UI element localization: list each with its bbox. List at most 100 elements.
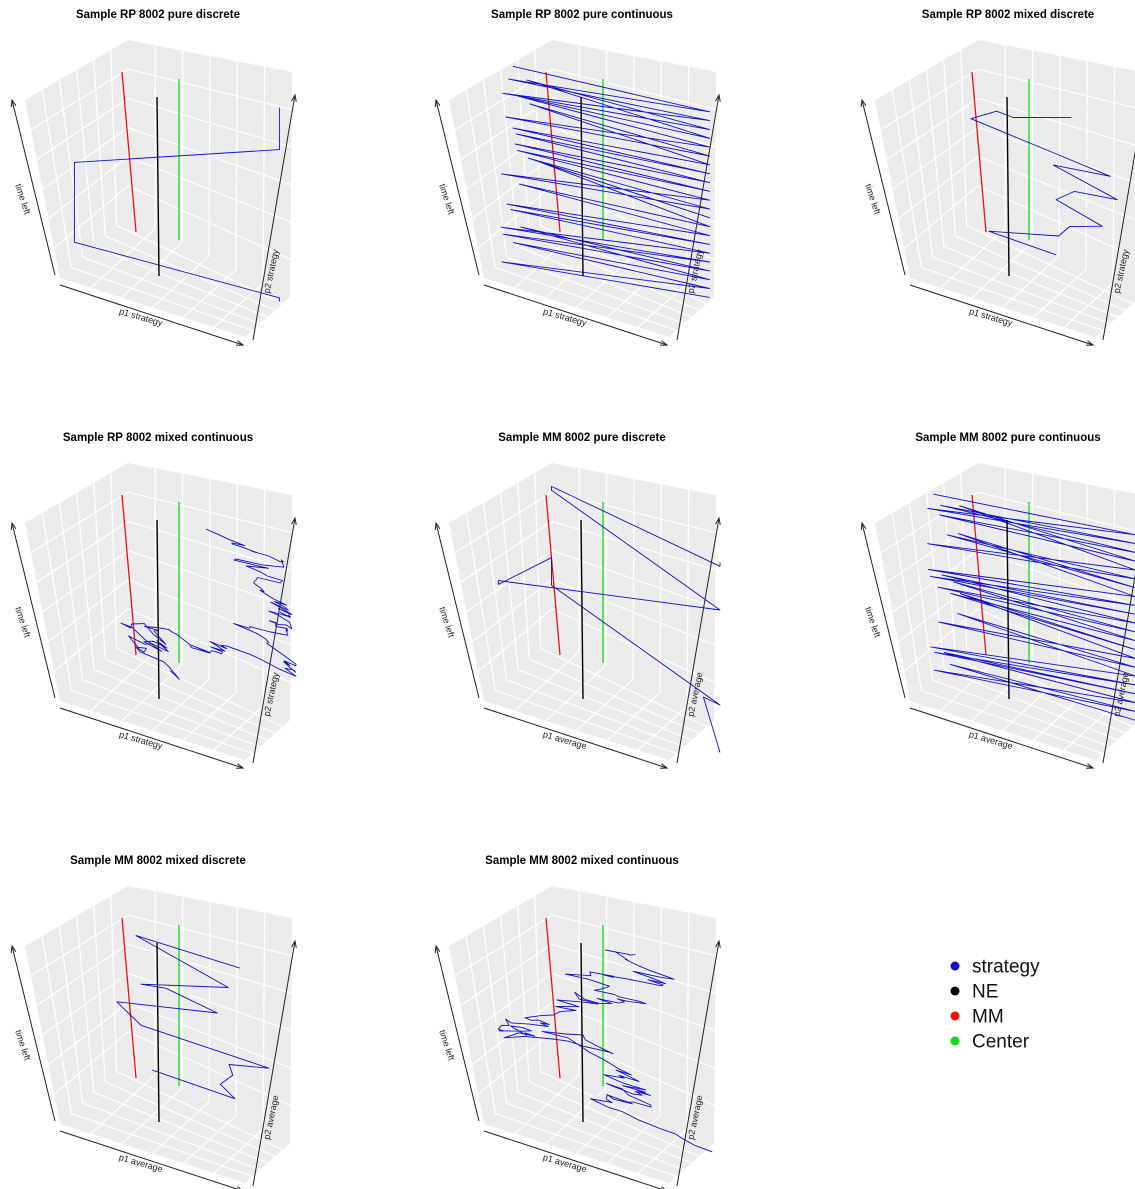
x-axis-label: p1 average xyxy=(542,1152,588,1174)
z-axis xyxy=(861,522,906,699)
panel-2: Sample RP 8002 pure continuous p1 strateg… xyxy=(434,9,721,346)
x-axis xyxy=(483,284,668,346)
gridlines xyxy=(30,45,292,331)
axes xyxy=(434,516,721,769)
panel-title: Sample RP 8002 pure discrete xyxy=(76,9,240,21)
legend-label: Center xyxy=(972,1032,1030,1053)
legend-label: NE xyxy=(972,982,998,1003)
axes xyxy=(10,93,297,346)
gridlines xyxy=(454,468,716,754)
x-axis xyxy=(59,1130,239,1189)
strategy-path xyxy=(497,485,721,753)
panel-title: Sample RP 8002 pure continuous xyxy=(491,9,673,21)
mm-line xyxy=(545,71,561,233)
x-axis xyxy=(909,284,1094,346)
panel-4: Sample RP 8002 mixed continuous p1 strate… xyxy=(10,432,297,769)
ne-line xyxy=(1006,519,1010,700)
z-axis xyxy=(11,99,56,276)
legend-label: strategy xyxy=(972,957,1040,978)
floor xyxy=(910,215,1135,337)
panel-6: Sample MM 8002 pure continuous p1 average… xyxy=(860,432,1135,769)
axes xyxy=(434,939,721,1189)
left-wall xyxy=(449,463,552,701)
z-axis-label: time left xyxy=(13,183,32,217)
left-wall xyxy=(25,463,128,701)
legend-item-center: Center xyxy=(950,1032,1030,1053)
mm-line xyxy=(121,917,137,1079)
x-axis-label: p1 strategy xyxy=(542,306,588,328)
axes xyxy=(860,521,1135,769)
z-axis xyxy=(435,945,480,1122)
y-axis xyxy=(1102,573,1135,764)
left-wall xyxy=(875,463,978,701)
ne-line xyxy=(156,519,160,700)
x-axis-label: p1 strategy xyxy=(118,306,164,328)
strategy-path xyxy=(927,493,1135,721)
left-wall xyxy=(25,40,128,278)
x-axis-label: p1 average xyxy=(118,1152,164,1174)
legend-dot xyxy=(950,1011,960,1021)
strategy-path xyxy=(970,110,1118,256)
panel-title: Sample MM 8002 mixed discrete xyxy=(70,855,246,867)
legend-label: MM xyxy=(972,1007,1004,1028)
z-axis-label: time left xyxy=(13,1029,32,1063)
z-axis xyxy=(435,522,480,699)
floor xyxy=(60,638,290,760)
x-axis-label: p1 strategy xyxy=(118,729,164,751)
floor xyxy=(484,638,714,760)
z-axis xyxy=(11,522,56,699)
mm-line xyxy=(971,71,987,233)
panel-title: Sample MM 8002 pure discrete xyxy=(498,432,665,444)
x-axis xyxy=(59,707,244,769)
mm-line xyxy=(545,917,561,1079)
z-axis xyxy=(435,99,480,276)
legend-item-strategy: strategy xyxy=(950,957,1040,978)
x-axis xyxy=(59,284,244,346)
strategy-path xyxy=(73,107,280,302)
gridlines xyxy=(30,891,292,1177)
x-axis xyxy=(909,707,1094,769)
axes xyxy=(860,98,1135,346)
panel-8: Sample MM 8002 mixed continuous p1 averag… xyxy=(434,855,721,1189)
x-axis-label: p1 average xyxy=(968,729,1014,751)
panel-title: Sample MM 8002 pure continuous xyxy=(915,432,1100,444)
y-axis xyxy=(252,940,296,1187)
panel-title: Sample RP 8002 mixed discrete xyxy=(922,9,1094,21)
strategy-path xyxy=(497,949,713,1153)
left-wall xyxy=(25,886,128,1124)
floor xyxy=(484,215,714,337)
ne-line xyxy=(580,96,584,277)
left-wall xyxy=(875,40,978,278)
legend-item-mm: MM xyxy=(950,1007,1004,1028)
panels: Sample RP 8002 pure discrete p1 strategy p… xyxy=(10,9,1135,1189)
z-axis xyxy=(861,99,906,276)
ne-line xyxy=(580,942,584,1123)
floor xyxy=(60,1061,290,1183)
legend-item-ne: NE xyxy=(950,982,998,1003)
z-axis-label: time left xyxy=(863,183,882,217)
mm-line xyxy=(121,71,137,233)
x-axis-label: p1 strategy xyxy=(968,306,1014,328)
axes xyxy=(10,939,297,1189)
legend: strategy NE MM Center xyxy=(950,957,1040,1053)
gridlines xyxy=(880,468,1135,754)
y-axis xyxy=(676,940,720,1187)
z-axis-label: time left xyxy=(863,606,882,640)
legend-dot xyxy=(950,1036,960,1046)
legend-dot xyxy=(950,961,960,971)
panel-3: Sample RP 8002 mixed discrete p1 strategy… xyxy=(860,9,1135,346)
z-axis-label: time left xyxy=(437,183,456,217)
gridlines xyxy=(880,45,1135,331)
ne-line xyxy=(156,942,160,1123)
floor xyxy=(484,1061,714,1183)
x-axis-label: p1 average xyxy=(542,729,588,751)
z-axis-label: time left xyxy=(13,606,32,640)
y-axis xyxy=(676,94,720,341)
y-axis xyxy=(676,517,720,764)
x-axis xyxy=(483,1130,663,1189)
z-axis-label: time left xyxy=(437,1029,456,1063)
y-axis xyxy=(252,94,296,341)
